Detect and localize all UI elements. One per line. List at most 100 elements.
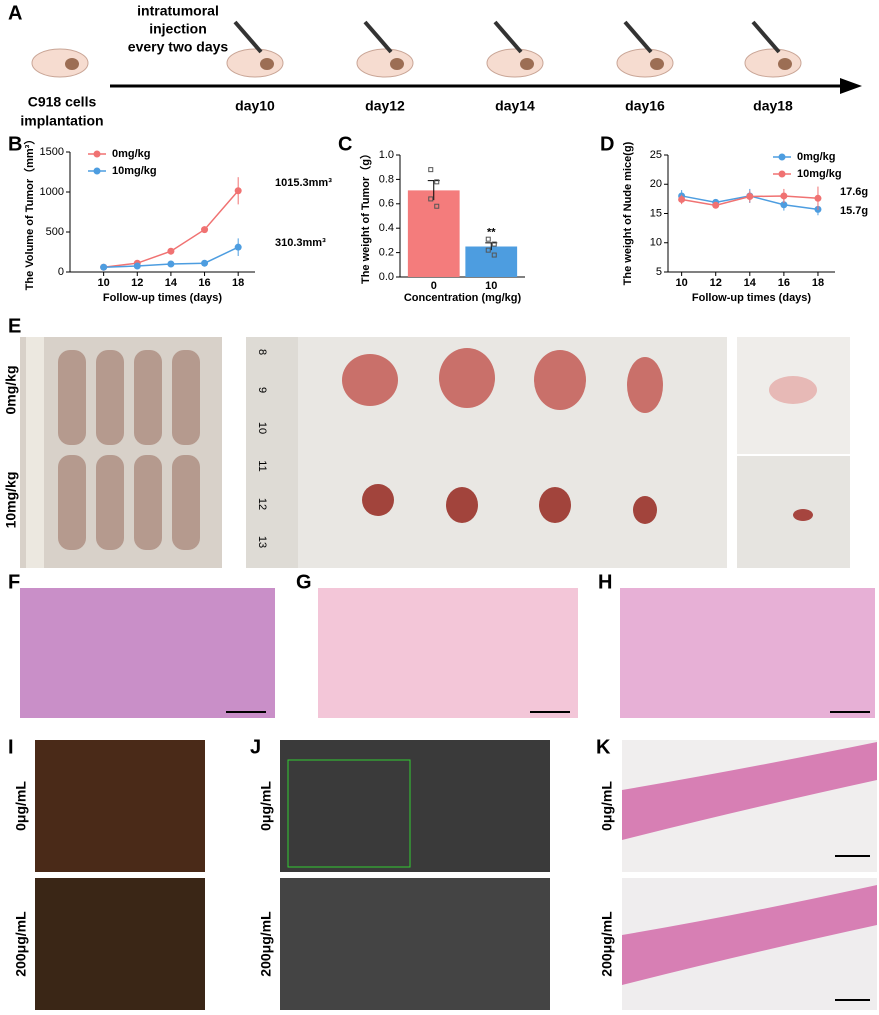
mouse: [96, 350, 124, 445]
day-label: day14: [495, 98, 535, 114]
histology-f: [20, 588, 275, 718]
mouse: [172, 455, 200, 550]
point: [485, 247, 491, 253]
legend-marker: [778, 170, 786, 178]
tumor-spot: [260, 58, 274, 70]
y-tick-label: 25: [650, 149, 662, 161]
syringe: [493, 20, 523, 54]
y-tick-label: 0.4: [379, 222, 394, 234]
x-axis-label: Follow-up times (days): [692, 292, 812, 304]
x-tick-label: 16: [198, 277, 210, 289]
row-label: 0μg/mL: [599, 781, 615, 831]
point: [491, 252, 497, 258]
row-label: 200μg/mL: [599, 911, 615, 977]
row-label: 10mg/kg: [3, 472, 19, 529]
point: [678, 195, 686, 203]
start-label: C918 cells: [28, 94, 97, 110]
retina-layer: [622, 742, 877, 840]
legend-marker: [93, 150, 101, 158]
point: [746, 193, 754, 201]
day-label: day18: [753, 98, 793, 114]
histology-h: [620, 588, 875, 718]
tumor-spot: [65, 58, 79, 70]
tumor: [534, 350, 586, 410]
legend-label: 10mg/kg: [112, 165, 157, 177]
tumor: [362, 484, 394, 516]
start-label: implantation: [20, 113, 103, 129]
point: [234, 243, 242, 251]
panel-label: G: [296, 571, 312, 593]
row-label: 200μg/mL: [13, 911, 29, 977]
mouse: [134, 455, 162, 550]
mouse: [134, 350, 162, 445]
point: [491, 241, 497, 247]
histology-g: [318, 588, 578, 718]
x-tick-label: 0: [431, 280, 437, 292]
point: [428, 196, 434, 202]
y-tick-label: 10: [650, 237, 662, 249]
y-axis-label: The weight of Nude mice(g): [622, 141, 634, 285]
point: [100, 263, 108, 271]
ruler-number: 8: [256, 349, 268, 355]
tumor-spot: [650, 58, 664, 70]
point: [485, 236, 491, 242]
oct-image: [280, 740, 550, 872]
annotation: 17.6g: [840, 186, 868, 198]
y-tick-label: 0.6: [379, 198, 394, 210]
y-tick-label: 1500: [40, 146, 64, 158]
point: [201, 226, 209, 234]
tumor: [446, 487, 478, 523]
panel-label: F: [8, 571, 20, 593]
x-tick-label: 10: [98, 277, 110, 289]
x-tick-label: 18: [232, 277, 244, 289]
panel-label: J: [250, 736, 261, 758]
x-axis-label: Concentration (mg/kg): [404, 292, 522, 304]
oct-image: [280, 878, 550, 1010]
legend-marker: [93, 167, 101, 175]
x-tick-label: 14: [165, 277, 178, 289]
panel-label: E: [8, 315, 21, 337]
mouse: [172, 350, 200, 445]
row-label: 0μg/mL: [13, 781, 29, 831]
ruler: [246, 337, 298, 568]
injection-note: every two days: [128, 39, 229, 55]
point: [133, 262, 141, 270]
oct-box: [287, 759, 411, 868]
y-tick-label: 15: [650, 207, 662, 219]
mouse-body: [744, 48, 802, 78]
point: [434, 179, 440, 185]
x-tick-label: 14: [744, 277, 757, 289]
day-label: day10: [235, 98, 275, 114]
tumor-spot: [390, 58, 404, 70]
day-label: day16: [625, 98, 665, 114]
panel-label: H: [598, 571, 612, 593]
panel-label: C: [338, 133, 352, 155]
mouse-body: [616, 48, 674, 78]
mouse-body: [356, 48, 414, 78]
tumor: [627, 357, 663, 413]
panel-label: K: [596, 736, 611, 758]
y-tick-label: 1000: [40, 186, 64, 198]
x-tick-label: 10: [485, 280, 497, 292]
annotation: 15.7g: [840, 205, 868, 217]
ruler-number: 12: [256, 498, 268, 510]
y-axis-label: The Volume of Tumor（mm³）: [23, 134, 36, 291]
y-tick-label: 5: [656, 266, 662, 278]
x-tick-label: 16: [778, 277, 790, 289]
point: [780, 201, 788, 209]
syringe: [363, 20, 393, 54]
series-line: [103, 190, 239, 268]
ruler: [26, 337, 44, 568]
syringe: [751, 20, 781, 54]
mouse-body: [486, 48, 544, 78]
x-tick-label: 12: [131, 277, 143, 289]
ruler-number: 13: [256, 536, 268, 548]
tumor: [793, 509, 813, 521]
tumor: [342, 354, 398, 406]
panel-label: B: [8, 133, 22, 155]
y-tick-label: 500: [46, 226, 64, 238]
tumor: [539, 487, 571, 523]
ruler-number: 11: [256, 460, 268, 471]
annotation: 1015.3mm³: [275, 177, 332, 189]
